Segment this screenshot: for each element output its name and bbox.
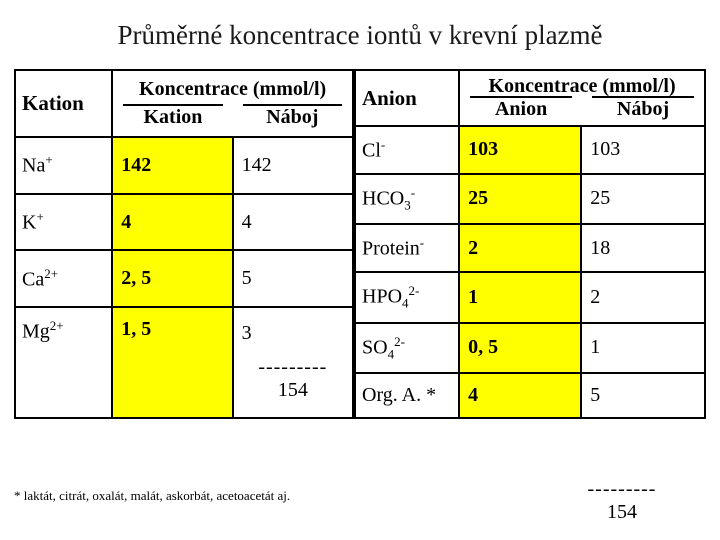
page-title: Průměrné koncentrace iontů v krevní plaz…	[0, 0, 720, 69]
tables-container: Kation Koncentrace (mmol/l) Kation Náboj…	[0, 69, 720, 419]
table-row: K+ 4 4	[15, 194, 353, 251]
ion-name: Cl-	[355, 126, 459, 174]
ion-conc: 0, 5	[459, 323, 581, 374]
ion-naboj: 5	[233, 250, 353, 307]
ion-name: Ca2+	[15, 250, 112, 307]
anion-table: Anion Koncentrace (mmol/l) Anion Náboj C…	[354, 69, 706, 419]
ion-name: SO42-	[355, 323, 459, 374]
ion-name: Na+	[15, 137, 112, 194]
table-row: Org. A. * 4 5	[355, 373, 705, 418]
kation-table: Kation Koncentrace (mmol/l) Kation Náboj…	[14, 69, 354, 419]
kation-header: Kation	[15, 70, 112, 137]
ion-conc: 142	[112, 137, 232, 194]
anion-header: Anion	[355, 70, 459, 126]
table-row: Mg2+ 1, 5 3	[15, 307, 353, 350]
table-row: Ca2+ 2, 5 5	[15, 250, 353, 307]
anion-sub-naboj: Náboj	[582, 98, 704, 125]
table-row: Na+ 142 142	[15, 137, 353, 194]
ion-naboj: 3	[233, 307, 353, 350]
ion-name: Org. A. *	[355, 373, 459, 418]
ion-conc: 2	[459, 224, 581, 272]
ion-conc: 1	[459, 272, 581, 323]
ion-name: K+	[15, 194, 112, 251]
kation-dashes: ---------	[242, 356, 344, 379]
ion-name: Protein-	[355, 224, 459, 272]
kation-sub-kation: Kation	[113, 106, 232, 133]
anion-sum-block: --------- 154	[562, 478, 682, 524]
ion-naboj: 103	[581, 126, 705, 174]
ion-naboj: 4	[233, 194, 353, 251]
kation-sub-naboj: Náboj	[233, 106, 352, 133]
ion-conc: 4	[459, 373, 581, 418]
ion-conc: 1, 5	[112, 307, 232, 418]
table-row: SO42- 0, 5 1	[355, 323, 705, 374]
ion-name: HPO42-	[355, 272, 459, 323]
ion-naboj: 18	[581, 224, 705, 272]
ion-naboj: 25	[581, 174, 705, 225]
ion-conc: 25	[459, 174, 581, 225]
ion-naboj: 1	[581, 323, 705, 374]
anion-sub-anion: Anion	[460, 98, 582, 125]
footnote: * laktát, citrát, oxalát, malát, askorbá…	[14, 488, 290, 504]
table-row: Cl- 103 103	[355, 126, 705, 174]
ion-name: HCO3-	[355, 174, 459, 225]
table-row: HCO3- 25 25	[355, 174, 705, 225]
anion-conc-header: Koncentrace (mmol/l)	[459, 70, 705, 98]
anion-dashes: ---------	[562, 478, 682, 501]
ion-conc: 103	[459, 126, 581, 174]
anion-sum: 154	[562, 501, 682, 524]
ion-conc: 4	[112, 194, 232, 251]
table-row: Protein- 2 18	[355, 224, 705, 272]
ion-name: Mg2+	[15, 307, 112, 418]
kation-sum: 154	[242, 379, 344, 402]
table-row: HPO42- 1 2	[355, 272, 705, 323]
ion-naboj: 142	[233, 137, 353, 194]
kation-conc-header: Koncentrace (mmol/l)	[112, 70, 353, 103]
ion-conc: 2, 5	[112, 250, 232, 307]
ion-naboj: 2	[581, 272, 705, 323]
ion-naboj: 5	[581, 373, 705, 418]
